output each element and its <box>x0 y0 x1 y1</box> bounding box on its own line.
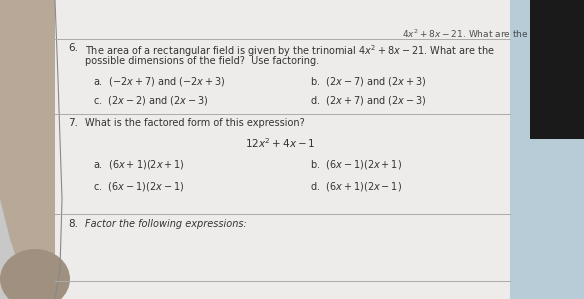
Ellipse shape <box>0 249 70 299</box>
Text: The area of a rectangular field is given by the trinomial $4x^2 + 8x - 21$. What: The area of a rectangular field is given… <box>85 43 495 59</box>
Text: 7.: 7. <box>68 118 78 128</box>
Text: c.  $(2x - 2)$ and $(2x - 3)$: c. $(2x - 2)$ and $(2x - 3)$ <box>93 94 209 107</box>
Bar <box>490 0 584 299</box>
Polygon shape <box>55 0 510 299</box>
Text: b.  $(6x - 1)(2x + 1)$: b. $(6x - 1)(2x + 1)$ <box>310 158 402 171</box>
Polygon shape <box>0 0 55 299</box>
Bar <box>530 0 584 139</box>
Text: a.  $(-2x + 7)$ and $(-2x + 3)$: a. $(-2x + 7)$ and $(-2x + 3)$ <box>93 75 226 88</box>
Text: d.  $(6x + 1)(2x - 1)$: d. $(6x + 1)(2x - 1)$ <box>310 180 402 193</box>
Text: d.  $(2x + 7)$ and $(2x - 3)$: d. $(2x + 7)$ and $(2x - 3)$ <box>310 94 427 107</box>
Text: possible dimensions of the field?  Use factoring.: possible dimensions of the field? Use fa… <box>85 56 319 66</box>
Text: $4x^2 + 8x - 21$. What are the: $4x^2 + 8x - 21$. What are the <box>402 28 529 40</box>
Text: $12x^2 + 4x - 1$: $12x^2 + 4x - 1$ <box>245 136 315 150</box>
Text: Factor the following expressions:: Factor the following expressions: <box>85 219 247 229</box>
Text: a.  $(6x + 1)(2x + 1)$: a. $(6x + 1)(2x + 1)$ <box>93 158 185 171</box>
Text: b.  $(2x - 7)$ and $(2x + 3)$: b. $(2x - 7)$ and $(2x + 3)$ <box>310 75 427 88</box>
Text: 6.: 6. <box>68 43 78 53</box>
Text: 8.: 8. <box>68 219 78 229</box>
Text: c.  $(6x - 1)(2x - 1)$: c. $(6x - 1)(2x - 1)$ <box>93 180 185 193</box>
Text: What is the factored form of this expression?: What is the factored form of this expres… <box>85 118 305 128</box>
